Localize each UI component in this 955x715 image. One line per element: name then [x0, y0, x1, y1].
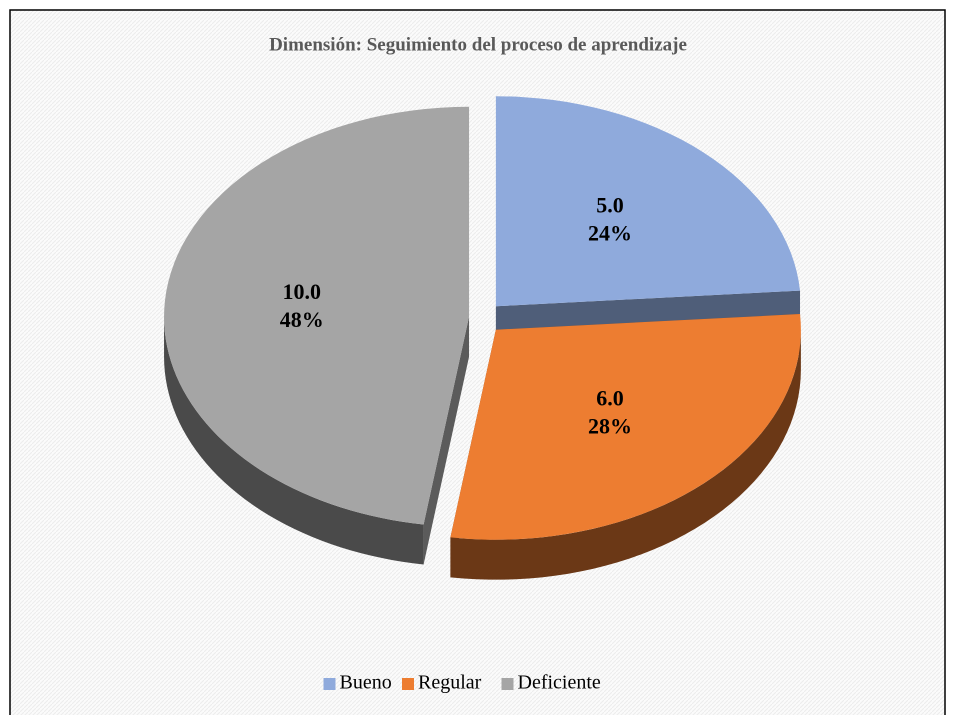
legend-swatch	[323, 678, 336, 690]
legend-swatch	[501, 678, 514, 690]
slice-tops	[164, 96, 801, 540]
slice	[164, 106, 470, 525]
slice-side	[450, 329, 801, 580]
data-label: 10.0	[283, 279, 322, 304]
legend-label: Regular	[418, 672, 482, 694]
legend-label: Bueno	[340, 672, 392, 694]
legend-label: Deficiente	[518, 672, 601, 694]
legend-swatch	[402, 678, 414, 690]
data-label: 6.0	[596, 385, 624, 410]
data-label: 24%	[588, 221, 632, 246]
chart-title: Dimensión: Seguimiento del proceso de ap…	[269, 34, 687, 55]
slice	[450, 314, 801, 540]
data-label: 48%	[280, 307, 324, 332]
slice-wall	[423, 316, 470, 565]
slice	[495, 96, 801, 307]
data-label: 28%	[588, 413, 632, 438]
data-label: 5.0	[596, 193, 624, 218]
chart-frame	[9, 9, 946, 715]
slice-side	[164, 316, 424, 565]
